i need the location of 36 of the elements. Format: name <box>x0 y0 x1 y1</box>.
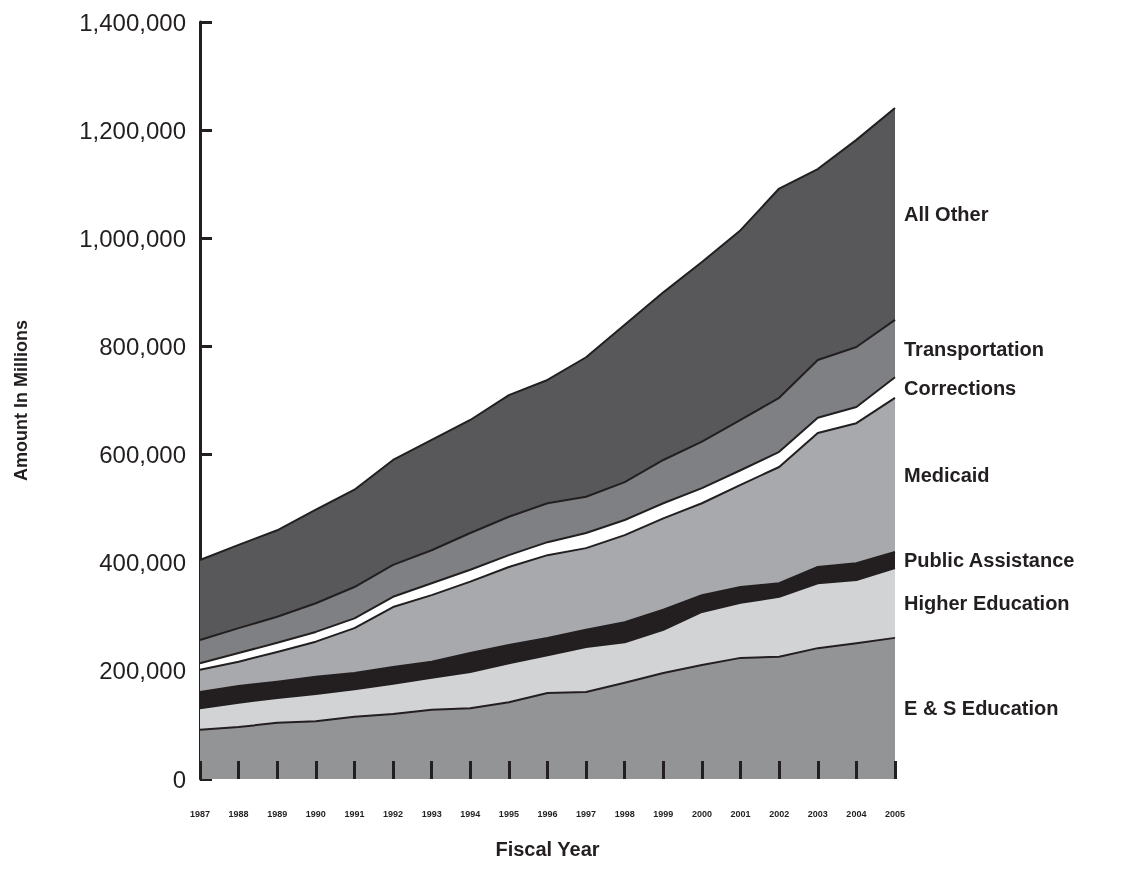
series-label: Medicaid <box>904 463 990 486</box>
x-tick-label: 2004 <box>846 808 867 819</box>
x-tick-label: 1987 <box>189 808 211 819</box>
y-axis-title: Amount In Millions <box>11 320 31 481</box>
y-tick-label: 200,000 <box>99 657 186 685</box>
y-tick-label: 800,000 <box>99 332 186 360</box>
x-tick-label: 1994 <box>460 808 481 819</box>
x-tick-label: 1991 <box>344 808 365 819</box>
x-tick-label: 2005 <box>884 808 906 819</box>
y-tick-label: 1,400,000 <box>79 8 186 36</box>
y-tick-label: 1,000,000 <box>79 224 186 252</box>
x-axis-title: Fiscal Year <box>495 838 600 860</box>
series-label: All Other <box>904 202 989 225</box>
x-tick-label: 1989 <box>267 808 288 819</box>
x-tick-label: 1990 <box>305 808 326 819</box>
series-label: Transportation <box>904 337 1045 360</box>
y-tick-label: 0 <box>172 765 186 793</box>
x-tick-label: 1988 <box>228 808 249 819</box>
x-tick-label: 2003 <box>807 808 828 819</box>
y-tick-label: 1,200,000 <box>79 116 186 144</box>
y-tick-label: 600,000 <box>99 441 186 469</box>
x-tick-label: 1996 <box>537 808 558 819</box>
y-tick-label: 400,000 <box>99 549 186 577</box>
x-tick-label: 2002 <box>769 808 790 819</box>
series-label: E & S Education <box>904 697 1059 720</box>
series-label: Higher Education <box>904 592 1070 614</box>
x-tick-label: 2001 <box>730 808 751 819</box>
x-tick-label: 1999 <box>653 808 674 819</box>
x-tick-label: 1993 <box>421 808 442 819</box>
x-tick-label: 2000 <box>691 808 712 819</box>
x-tick-label: 1992 <box>383 808 404 819</box>
x-tick-label: 1995 <box>498 808 519 819</box>
x-tick-label: 1998 <box>614 808 635 819</box>
x-tick-label: 1997 <box>576 808 597 819</box>
series-label: Corrections <box>904 376 1017 399</box>
series-label: Public Assistance <box>904 549 1075 572</box>
